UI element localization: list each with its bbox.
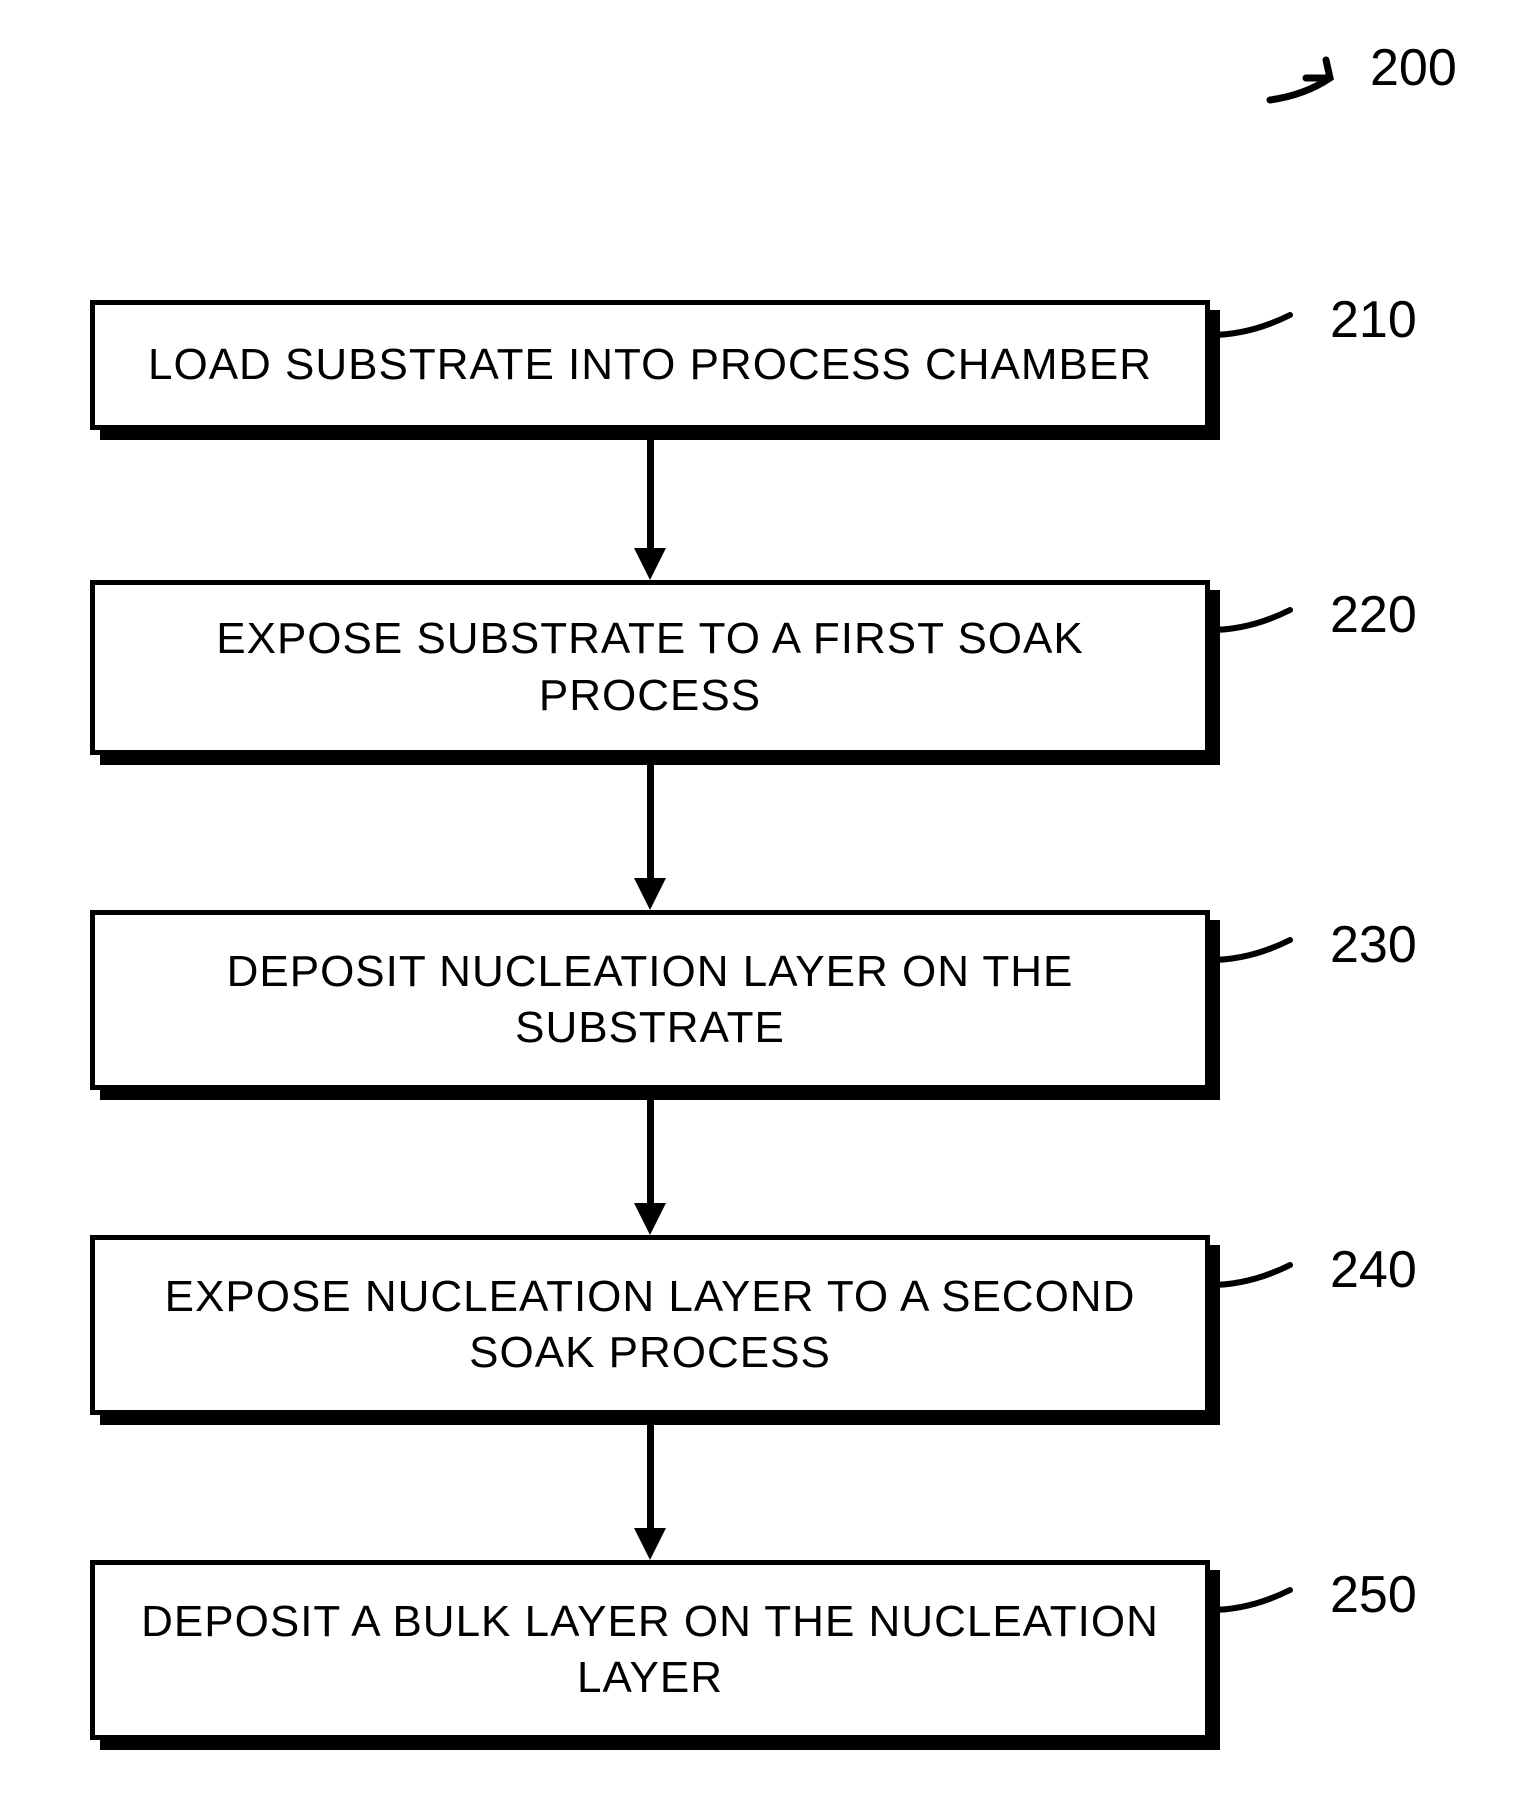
flow-step-5-text: DEPOSIT A BULK LAYER ON THE NUCLEATION L… bbox=[115, 1594, 1185, 1707]
ref-label-4: 240 bbox=[1330, 1240, 1417, 1300]
flow-step-3: DEPOSIT NUCLEATION LAYER ON THE SUBSTRAT… bbox=[90, 910, 1210, 1090]
flow-step-4: EXPOSE NUCLEATION LAYER TO A SECOND SOAK… bbox=[90, 1235, 1210, 1415]
ref-label-3: 230 bbox=[1330, 915, 1417, 975]
arrow-head-1 bbox=[634, 548, 666, 580]
flow-step-2-text: EXPOSE SUBSTRATE TO A FIRST SOAK PROCESS bbox=[115, 611, 1185, 724]
arrow-2 bbox=[647, 765, 654, 878]
arrow-head-3 bbox=[634, 1203, 666, 1235]
leader-1 bbox=[1205, 300, 1325, 380]
ref-label-2: 220 bbox=[1330, 585, 1417, 645]
flow-step-1-text: LOAD SUBSTRATE INTO PROCESS CHAMBER bbox=[148, 337, 1152, 393]
arrow-head-2 bbox=[634, 878, 666, 910]
arrow-head-4 bbox=[634, 1528, 666, 1560]
leader-4 bbox=[1205, 1250, 1325, 1330]
flow-step-4-text: EXPOSE NUCLEATION LAYER TO A SECOND SOAK… bbox=[115, 1269, 1185, 1382]
ref-label-5: 250 bbox=[1330, 1565, 1417, 1625]
leader-3 bbox=[1205, 925, 1325, 1005]
arrow-3 bbox=[647, 1100, 654, 1203]
leader-5 bbox=[1205, 1575, 1325, 1655]
leader-2 bbox=[1205, 595, 1325, 675]
arrow-4 bbox=[647, 1425, 654, 1528]
figure-ref-label: 200 bbox=[1370, 38, 1457, 98]
figure-ref-swoosh bbox=[0, 0, 1528, 200]
flow-step-1: LOAD SUBSTRATE INTO PROCESS CHAMBER bbox=[90, 300, 1210, 430]
flow-step-3-text: DEPOSIT NUCLEATION LAYER ON THE SUBSTRAT… bbox=[115, 944, 1185, 1057]
ref-label-1: 210 bbox=[1330, 290, 1417, 350]
flow-step-2: EXPOSE SUBSTRATE TO A FIRST SOAK PROCESS bbox=[90, 580, 1210, 755]
flow-step-5: DEPOSIT A BULK LAYER ON THE NUCLEATION L… bbox=[90, 1560, 1210, 1740]
arrow-1 bbox=[647, 440, 654, 548]
